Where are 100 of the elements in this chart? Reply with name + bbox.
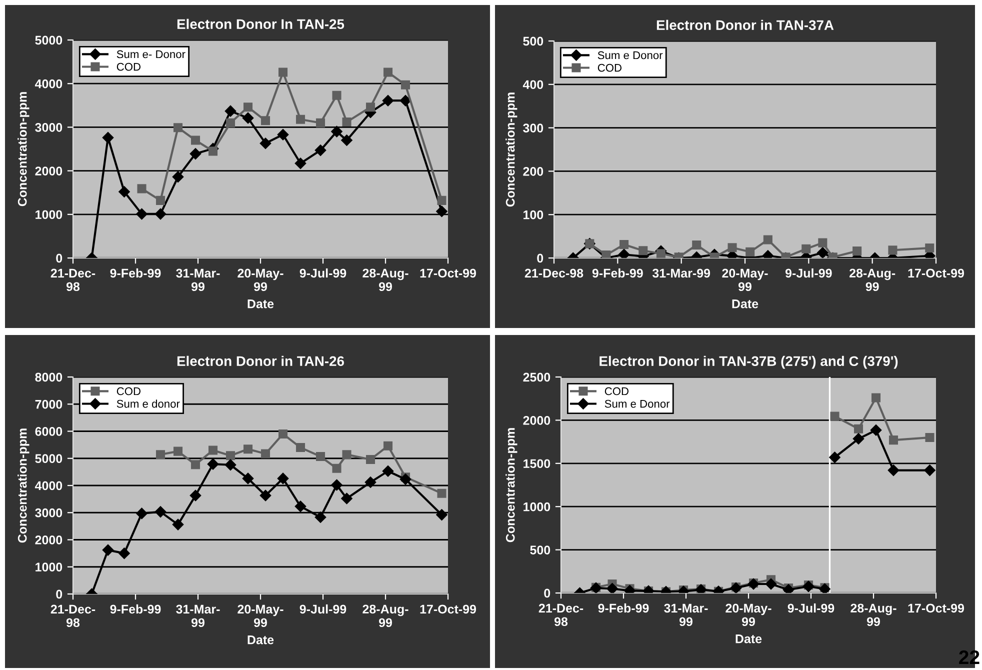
point (400, 474, 412, 485)
point (154, 208, 166, 220)
y-tick-label: 6000 (35, 427, 62, 436)
x-tick-label: 20-May- 99 (722, 268, 768, 292)
y-tick-label: 1500 (524, 459, 550, 468)
x-tick-label: 9-Jul-99 (785, 268, 832, 278)
y-tick-label: 3000 (35, 508, 62, 518)
point (226, 118, 236, 128)
x-tick-label: 9-Jul-99 (788, 603, 834, 613)
point (208, 446, 218, 455)
legend-label: COD (604, 387, 628, 396)
y-tick-label: 5000 (35, 36, 62, 45)
point (243, 444, 253, 454)
y-tick-label: 2000 (35, 166, 62, 176)
point (342, 117, 352, 126)
x-tick-label: 21-Dec- 98 (50, 268, 96, 292)
x-tick-label: 31-Mar- 99 (176, 604, 220, 628)
point (296, 443, 306, 452)
y-tick-label: 3000 (35, 123, 62, 132)
point (294, 158, 306, 169)
point (331, 126, 342, 138)
point (332, 464, 342, 473)
point (314, 144, 326, 156)
point (830, 412, 840, 421)
x-tick-label: 20-May- 99 (726, 604, 772, 626)
point (172, 171, 184, 183)
y-tick-label: 2500 (523, 372, 550, 382)
y-tick-label: 200 (523, 167, 544, 176)
legend-label: Sum e Donor (598, 51, 663, 60)
point (606, 583, 618, 593)
chart-title: Electron Donor in TAN-37A (656, 20, 834, 30)
x-tick-label: 21-Dec- 98 (538, 604, 584, 626)
x-tick-label: 21-Dec- 98 (50, 604, 96, 628)
point (366, 102, 376, 112)
x-axis-title: Date (248, 300, 274, 308)
point (242, 112, 254, 124)
point (224, 105, 236, 117)
point (437, 488, 446, 498)
point (888, 436, 898, 445)
point (190, 490, 202, 502)
y-tick-label: 1000 (524, 502, 550, 512)
x-tick-label: 9-Feb-99 (110, 604, 161, 614)
point (190, 148, 202, 160)
point (172, 518, 184, 530)
point (314, 512, 326, 523)
point (102, 132, 114, 144)
point (382, 466, 394, 477)
legend-label: COD (116, 387, 140, 396)
x-tick-label: 9-Jul-99 (300, 268, 346, 278)
x-axis-title: Date (248, 636, 274, 644)
point (156, 450, 166, 460)
point (364, 476, 376, 488)
point (243, 102, 253, 112)
y-tick-label: 7000 (35, 400, 62, 409)
y-tick-label: 0 (537, 254, 544, 263)
point (382, 95, 394, 106)
y-tick-label: 0 (56, 590, 62, 599)
point (400, 95, 412, 106)
y-tick-label: 2000 (35, 536, 62, 544)
y-tick-label: 5000 (35, 454, 62, 464)
point (870, 424, 882, 436)
legend-label: COD (598, 64, 622, 72)
y-axis-title: Concentration-ppm (506, 92, 518, 207)
point (190, 460, 200, 470)
y-tick-label: 2000 (523, 416, 550, 425)
point (296, 114, 306, 124)
point (277, 129, 289, 140)
point (102, 544, 114, 556)
point (137, 184, 146, 194)
y-tick-label: 500 (530, 546, 550, 554)
x-tick-label: 28-Aug- 99 (362, 604, 408, 628)
point (924, 464, 936, 476)
point (437, 196, 446, 205)
point (383, 441, 393, 450)
point (208, 146, 218, 156)
point (342, 450, 352, 460)
y-tick-label: 1000 (36, 210, 62, 220)
x-tick-label: 9-Feb-99 (110, 268, 161, 278)
x-tick-label: 21-Dec-98 (524, 268, 584, 278)
y-axis-title: Concentration-ppm (506, 428, 518, 542)
y-tick-label: 100 (524, 210, 544, 220)
point (278, 68, 288, 77)
x-tick-label: 9-Jul-99 (300, 604, 346, 614)
point (224, 459, 236, 470)
point (260, 449, 270, 458)
point (383, 68, 393, 77)
x-tick-label: 9-Feb-99 (592, 268, 643, 278)
point (260, 116, 270, 126)
point (316, 452, 326, 461)
point (888, 464, 900, 476)
point (341, 492, 352, 504)
point (136, 208, 148, 220)
x-tick-label: 31-Mar- 99 (664, 604, 708, 626)
x-tick-label: 31-Mar- 99 (176, 268, 220, 292)
point (436, 509, 448, 520)
x-axis-title: Date (732, 300, 758, 308)
y-tick-label: 500 (523, 36, 544, 46)
y-tick-label: 1000 (36, 562, 62, 572)
y-tick-label: 4000 (34, 481, 62, 490)
point (341, 134, 352, 146)
